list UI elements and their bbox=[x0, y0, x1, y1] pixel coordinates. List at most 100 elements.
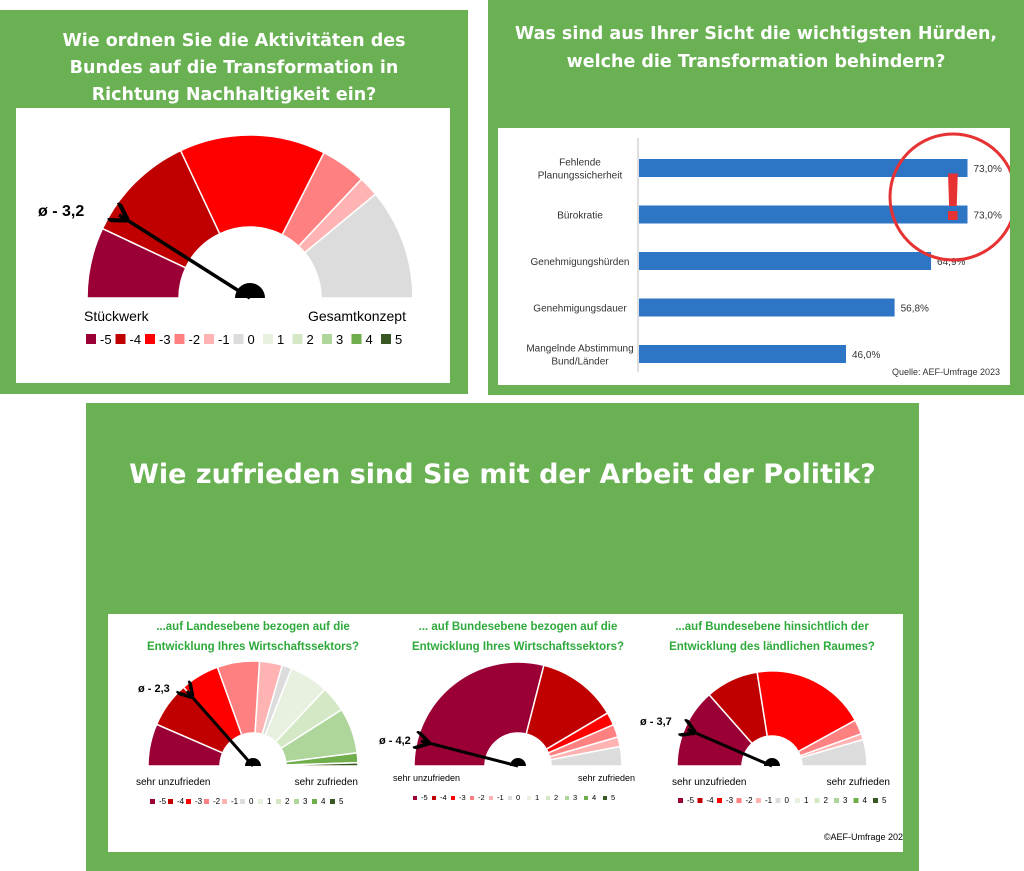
legend-swatch bbox=[351, 334, 362, 344]
legend-swatch bbox=[150, 799, 155, 804]
legend-swatch bbox=[814, 798, 820, 803]
bar bbox=[639, 205, 968, 224]
source-label: Quelle: AEF-Umfrage 2023 bbox=[892, 367, 1000, 377]
legend-label: -5 bbox=[100, 332, 112, 347]
legend-label: 3 bbox=[573, 793, 577, 802]
legend-swatch bbox=[168, 799, 173, 804]
gauge-hub bbox=[235, 283, 265, 298]
gauge-mean-label: ø - 3,7 bbox=[640, 716, 672, 728]
bar bbox=[639, 159, 968, 177]
legend-label: -2 bbox=[746, 796, 754, 805]
gauges-card: ...auf Landesebene bezogen auf die Entwic… bbox=[108, 614, 903, 852]
bar-value-label: 46,0% bbox=[852, 350, 880, 361]
category-label: Bund/Länder bbox=[551, 357, 609, 368]
gauge-right-label: Gesamtkonzept bbox=[308, 308, 406, 324]
legend-swatch bbox=[508, 796, 512, 800]
gauge-segment-5 bbox=[285, 761, 359, 767]
legend-swatch bbox=[233, 334, 244, 344]
legend-label: -2 bbox=[189, 332, 201, 347]
legend-swatch bbox=[603, 796, 607, 800]
gauge-subtitle: ...auf Landesebene bezogen auf die bbox=[156, 621, 350, 633]
legend-label: 0 bbox=[785, 796, 790, 805]
legend-label: -5 bbox=[687, 796, 695, 805]
legend-swatch bbox=[292, 334, 303, 344]
legend-label: -1 bbox=[218, 332, 230, 347]
panel-satisfaction: Wie zufrieden sind Sie mit der Arbeit de… bbox=[86, 403, 919, 871]
legend-label: 4 bbox=[321, 797, 326, 806]
legend-label: 5 bbox=[395, 332, 402, 347]
gauge-right-label: sehr zufrieden bbox=[827, 777, 890, 788]
legend-swatch bbox=[451, 796, 455, 800]
legend-label: -2 bbox=[478, 793, 485, 802]
legend-swatch bbox=[873, 798, 878, 803]
legend-swatch bbox=[413, 796, 417, 800]
legend-label: -4 bbox=[440, 793, 447, 802]
category-label: Fehlende bbox=[559, 158, 601, 169]
legend-label: 3 bbox=[336, 332, 343, 347]
gauge-hub bbox=[245, 758, 261, 766]
gauge-segment-0 bbox=[799, 738, 868, 767]
legend-swatch bbox=[853, 798, 859, 803]
legend-label: -3 bbox=[159, 332, 171, 347]
gauge-segment-minus5 bbox=[413, 661, 545, 767]
gauge-right-label: sehr zufrieden bbox=[578, 773, 635, 783]
gauge-segment-minus3 bbox=[756, 670, 857, 753]
legend-label: 5 bbox=[611, 793, 615, 802]
gauge-needle bbox=[421, 741, 519, 768]
legend-swatch bbox=[756, 798, 761, 803]
legend-label: -1 bbox=[765, 796, 773, 805]
legend-swatch bbox=[697, 798, 703, 803]
legend-label: -4 bbox=[177, 797, 185, 806]
legend-label: 0 bbox=[516, 793, 520, 802]
legend-swatch bbox=[258, 799, 263, 804]
bar-value-label: 73,0% bbox=[974, 164, 1002, 175]
gauge-subtitle: Entwicklung Ihres Wirtschaftssektors? bbox=[147, 641, 359, 653]
gauge-chart-federal-sector: ... auf Bundesebene bezogen auf die Entwi… bbox=[379, 621, 635, 802]
legend-label: -1 bbox=[497, 793, 504, 802]
legend-swatch bbox=[145, 334, 155, 344]
legend-swatch bbox=[204, 334, 214, 344]
legend-swatch bbox=[86, 334, 96, 344]
gauge-mean-label: ø - 2,3 bbox=[138, 683, 170, 695]
gauge-right-label: sehr zufrieden bbox=[295, 777, 358, 788]
legend-swatch bbox=[717, 798, 722, 803]
legend-swatch bbox=[276, 799, 281, 804]
legend-swatch bbox=[432, 796, 436, 800]
legend-label: -2 bbox=[213, 797, 221, 806]
chart-title-obstacles: Was sind aus Ihrer Sicht die wichtigsten… bbox=[514, 24, 998, 72]
legend-label: 0 bbox=[248, 332, 255, 347]
legend-label: 2 bbox=[285, 797, 290, 806]
gauge-left-label: sehr unzufrieden bbox=[393, 773, 460, 783]
gauge-card-1: ø - 3,2 Stückwerk Gesamtkonzept -5 -4 -3 -2 -1 0… bbox=[16, 108, 450, 383]
legend-label: -3 bbox=[195, 797, 203, 806]
legend-swatch bbox=[312, 799, 317, 804]
legend-label: 5 bbox=[339, 797, 344, 806]
legend-label: -3 bbox=[459, 793, 466, 802]
gauge-subtitle: ...auf Bundesebene hinsichtlich der bbox=[675, 621, 869, 633]
gauge-segment-0 bbox=[303, 193, 414, 299]
category-label: Genehmigungshürden bbox=[531, 257, 630, 268]
legend-swatch bbox=[489, 796, 493, 800]
legend-label: 4 bbox=[366, 332, 373, 347]
gauge-hub bbox=[764, 758, 780, 766]
legend-label: 1 bbox=[277, 332, 284, 347]
legend-label: -1 bbox=[231, 797, 239, 806]
bar-chart-obstacles: 73,0% Fehlende Planungssicherheit 73,0% Büro… bbox=[526, 132, 1018, 377]
legend-label: 4 bbox=[863, 796, 868, 805]
bar bbox=[639, 252, 932, 270]
legend-label: 5 bbox=[882, 796, 887, 805]
legend-swatch bbox=[678, 798, 683, 803]
gauge-subtitle: Entwicklung des ländlichen Raumes? bbox=[669, 641, 875, 653]
legend-swatch bbox=[736, 798, 742, 803]
gauge-subtitle: Entwicklung Ihres Wirtschaftssektors? bbox=[412, 641, 624, 653]
gauge-needle bbox=[187, 691, 255, 767]
legend-label: -5 bbox=[421, 793, 428, 802]
legend-label: 1 bbox=[535, 793, 539, 802]
category-label: Genehmigungsdauer bbox=[533, 304, 627, 315]
legend-swatch bbox=[322, 334, 332, 344]
legend-swatch bbox=[263, 334, 273, 344]
legend-label: 0 bbox=[249, 797, 254, 806]
legend-label: -5 bbox=[159, 797, 167, 806]
chart-title-federal-activities: Wie ordnen Sie die Aktivitäten des Bunde… bbox=[62, 31, 406, 105]
legend-label: 2 bbox=[824, 796, 829, 805]
